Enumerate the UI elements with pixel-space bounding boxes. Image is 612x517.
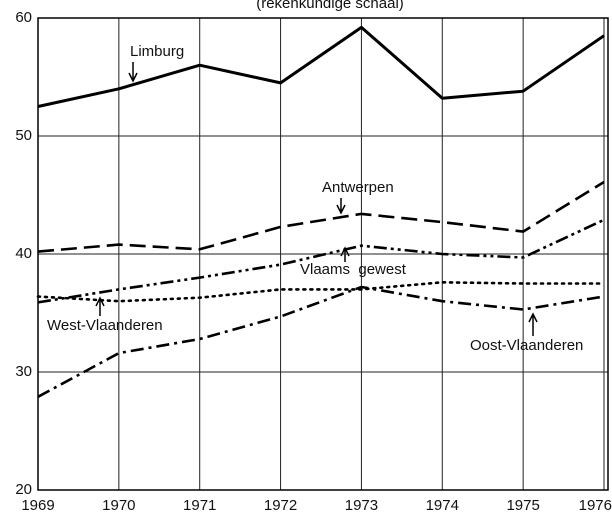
- y-tick-label: 40: [15, 245, 32, 262]
- series-label: Limburg: [130, 43, 184, 60]
- series-line: [37, 25, 605, 108]
- y-tick-label: 50: [15, 127, 32, 144]
- arrow: [528, 312, 538, 336]
- y-tick-label: 30: [15, 363, 32, 380]
- x-tick-label: 1970: [102, 497, 135, 514]
- series-line: [37, 218, 605, 304]
- series-line: [37, 285, 605, 398]
- x-tick-label: 1972: [264, 497, 297, 514]
- x-tick-label: 1975: [506, 497, 539, 514]
- series-line: [36, 281, 606, 303]
- arrow: [95, 296, 105, 316]
- series-line: [37, 180, 605, 253]
- series-label: Antwerpen: [322, 179, 394, 196]
- series-label: Oost-Vlaanderen: [470, 337, 583, 354]
- x-tick-label: 1974: [426, 497, 459, 514]
- x-tick-label: 1973: [345, 497, 378, 514]
- y-tick-label: 60: [15, 9, 32, 26]
- plot-frame: [37, 17, 609, 491]
- series-label: Vlaams gewest: [300, 261, 407, 278]
- y-tick-label: 20: [15, 481, 32, 498]
- x-tick-label: 1969: [21, 497, 54, 514]
- arrow: [128, 62, 138, 83]
- x-tick-label: 1976: [579, 497, 612, 514]
- chart-subtitle: (rekenkundige schaal): [256, 0, 404, 12]
- label-arrows: [95, 62, 538, 336]
- x-tick-label: 1971: [183, 497, 216, 514]
- arrow: [340, 246, 350, 262]
- arrow: [336, 198, 346, 215]
- series-label: West-Vlaanderen: [47, 317, 163, 334]
